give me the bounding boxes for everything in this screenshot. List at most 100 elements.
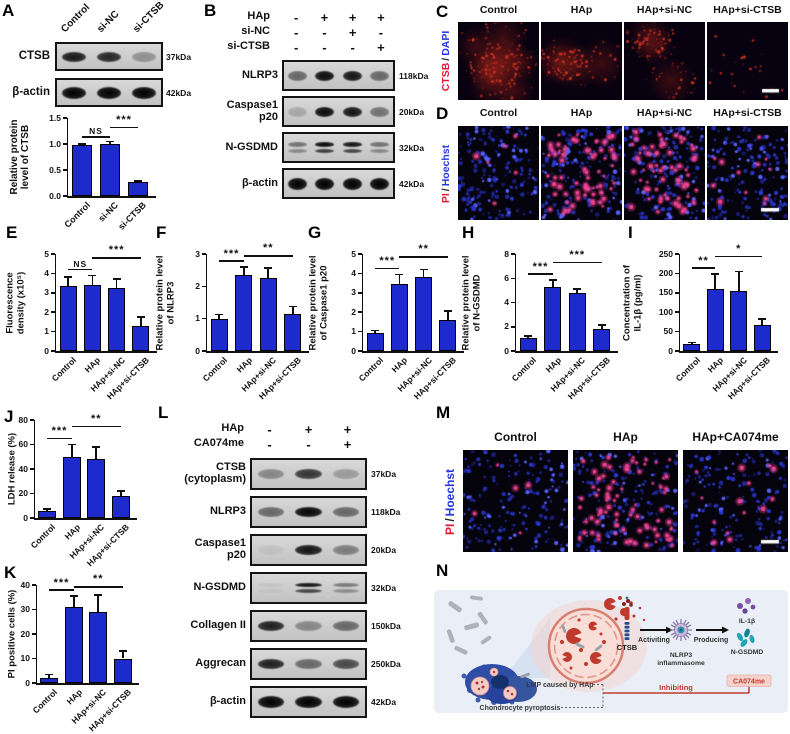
ca074me-box — [726, 674, 772, 687]
blot-lane — [366, 98, 393, 125]
error-bar — [761, 318, 764, 325]
image-column-header: HAp — [613, 430, 638, 444]
fluorescence-image — [458, 126, 539, 220]
pi-axis-text: PI — [440, 193, 452, 204]
panel-k-label: K — [4, 563, 17, 582]
error-bar-cap — [112, 278, 121, 280]
bar — [87, 459, 106, 518]
y-tick-label: 0 — [668, 345, 673, 356]
bar — [100, 144, 120, 196]
blot-box — [250, 686, 367, 718]
blot-lane — [327, 650, 365, 678]
error-bar — [527, 335, 530, 338]
significance-line — [71, 425, 121, 428]
y-tick-label: 6 — [504, 272, 509, 283]
y-tick-label: 40 — [20, 579, 30, 590]
bar — [128, 181, 148, 196]
protein-band — [333, 545, 360, 555]
significance-label: NS — [73, 258, 88, 269]
error-bar — [140, 317, 142, 326]
blot-box — [282, 132, 395, 163]
significance-label: ** — [698, 254, 709, 267]
bar — [730, 290, 748, 351]
blot-row-label: β-actin — [209, 695, 246, 708]
y-tick-label: 0 — [195, 345, 200, 356]
y-tick — [31, 657, 36, 660]
blot-lane — [252, 612, 290, 640]
significance-label: *** — [51, 425, 68, 438]
protein-band — [295, 507, 322, 517]
y-axis — [54, 254, 56, 352]
blot-lane — [290, 460, 328, 488]
dotted-connectors — [561, 684, 604, 708]
significance-label: ** — [418, 243, 429, 256]
significance-line — [219, 260, 244, 262]
blot-row-label: Caspase1 p20 — [194, 537, 246, 561]
protein-band — [257, 469, 285, 479]
y-tick — [357, 253, 362, 255]
protein-band — [295, 545, 322, 555]
panel-c-label: C — [436, 2, 449, 21]
bar — [390, 284, 408, 351]
bar — [38, 510, 57, 518]
kda-label: 42kDa — [399, 178, 425, 189]
y-tick — [510, 301, 515, 304]
y-axis-title: Concentration of IL-1β (pg/ml) — [621, 264, 643, 341]
kda-label: 20kDa — [399, 106, 425, 117]
bar — [59, 286, 77, 351]
lane-label: si-CTSB — [131, 0, 167, 35]
panel-b: B HAp - + + + si-NC - - + - si-CTSB - - - + NLRP3 118kDa… — [202, 1, 432, 224]
error-bar-cap — [67, 443, 76, 446]
producing-label: Producing — [694, 637, 729, 644]
panel-k: K 0 10 20 30 40 PI positive cells (%) Control H… — [2, 563, 154, 734]
y-axis-title: Relative protein level of CTSB — [8, 119, 31, 195]
panel-b-label: B — [204, 1, 217, 20]
blot-box — [250, 572, 367, 604]
y-tick-label: 50 — [663, 326, 673, 337]
y-tick-label: 1.5 — [49, 112, 61, 123]
bar — [366, 332, 384, 351]
error-bar — [551, 280, 554, 287]
blot-lane — [311, 170, 338, 197]
error-bar — [422, 269, 425, 278]
protein-band — [62, 86, 87, 99]
panel-e: E 0 1 2 3 4 5 Fluorescence density (x10⁵) Contro… — [4, 223, 157, 410]
blot-box — [55, 42, 163, 71]
condition-sign: - — [322, 25, 327, 40]
blot-box — [250, 610, 367, 642]
blot-lane — [284, 62, 311, 89]
y-tick — [50, 272, 55, 275]
protein-band — [333, 582, 360, 588]
condition-name: si-NC — [241, 25, 270, 37]
protein-band — [96, 51, 122, 62]
error-bar-cap — [92, 446, 101, 448]
condition-sign: - — [293, 40, 299, 55]
protein-band — [333, 659, 360, 669]
blot-lane — [339, 134, 366, 161]
bar — [83, 285, 101, 351]
condition-sign: - — [293, 10, 299, 25]
error-bar-cap — [69, 595, 78, 597]
activating-arrowhead — [666, 626, 673, 634]
y-tick-label: 80 — [18, 414, 28, 425]
image-column-header: HAp — [570, 107, 593, 119]
error-bar-cap — [78, 143, 86, 145]
error-bar-cap — [687, 341, 696, 344]
blot-lane — [339, 62, 366, 89]
protein-band — [315, 177, 335, 190]
nlrp3-label-line2: inflammasome — [657, 660, 705, 667]
y-tick — [62, 143, 67, 145]
significance-label: *** — [108, 244, 125, 257]
inhibiting-line — [603, 686, 750, 694]
significance-line — [49, 589, 74, 591]
error-bar — [398, 274, 401, 285]
significance-label: *** — [379, 255, 396, 268]
y-tick — [201, 317, 206, 320]
protein-band — [62, 51, 87, 62]
protein-band — [333, 469, 360, 479]
significance-line — [399, 255, 448, 258]
y-tick-label: 8 — [504, 248, 509, 259]
error-bar-cap — [136, 316, 145, 318]
protein-band — [257, 507, 285, 517]
protein-band — [295, 469, 322, 479]
